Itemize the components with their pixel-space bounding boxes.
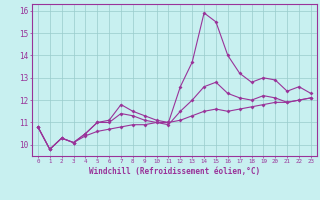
X-axis label: Windchill (Refroidissement éolien,°C): Windchill (Refroidissement éolien,°C) — [89, 167, 260, 176]
